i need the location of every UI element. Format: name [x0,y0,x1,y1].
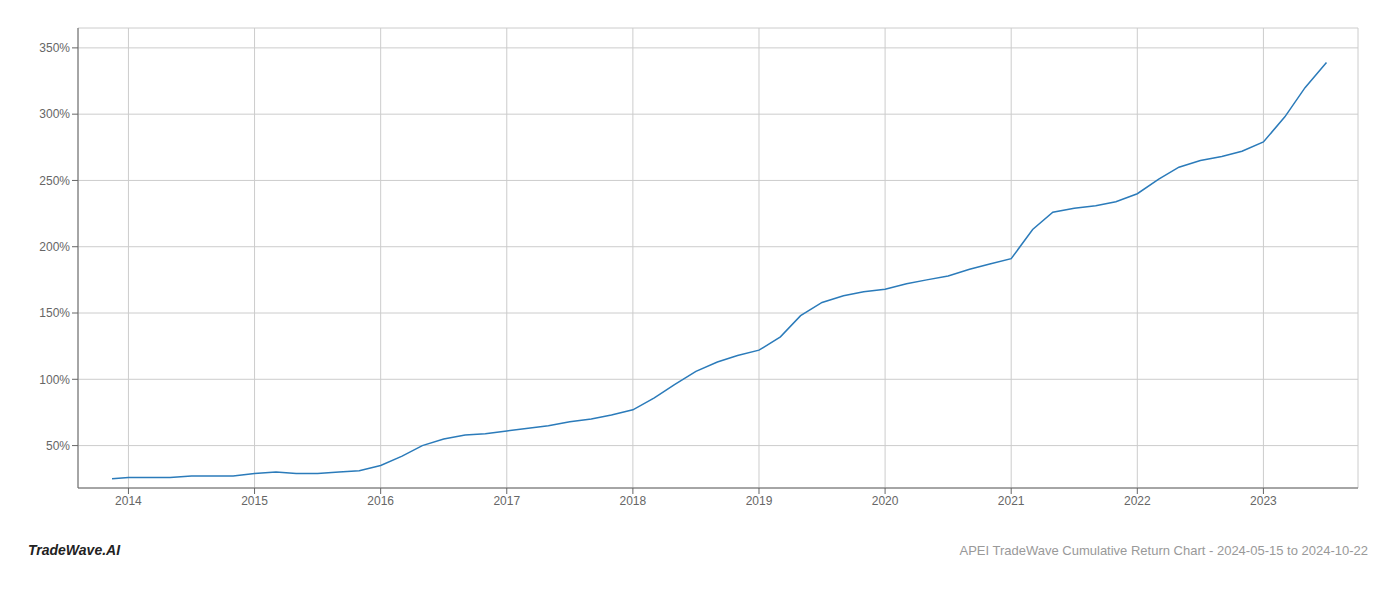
svg-text:300%: 300% [39,107,70,121]
svg-text:2016: 2016 [367,494,394,508]
html-text:TradeWave.AI: TradeWave.AI [28,542,121,558]
svg-text:2019: 2019 [746,494,773,508]
svg-text:2021: 2021 [998,494,1025,508]
svg-text:2014: 2014 [115,494,142,508]
svg-text:150%: 150% [39,306,70,320]
svg-text:2020: 2020 [872,494,899,508]
svg-text:200%: 200% [39,240,70,254]
html-text:APEI TradeWave Cumulative Retu: APEI TradeWave Cumulative Return Chart -… [959,543,1368,558]
svg-text:50%: 50% [46,439,70,453]
svg-text:100%: 100% [39,373,70,387]
svg-text:2017: 2017 [493,494,520,508]
svg-text:2018: 2018 [620,494,647,508]
svg-text:350%: 350% [39,41,70,55]
svg-text:2015: 2015 [241,494,268,508]
svg-text:2023: 2023 [1250,494,1277,508]
svg-text:250%: 250% [39,174,70,188]
svg-text:2022: 2022 [1124,494,1151,508]
